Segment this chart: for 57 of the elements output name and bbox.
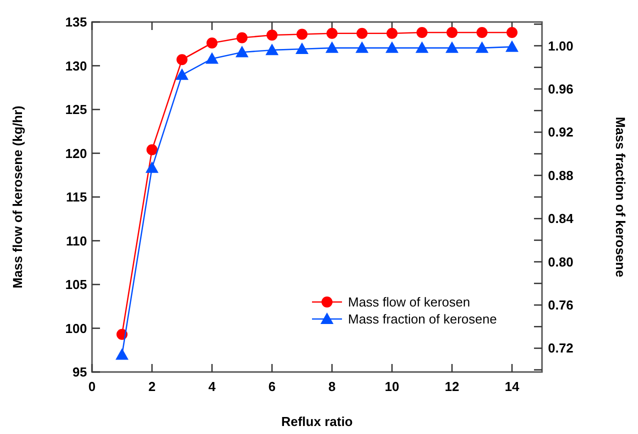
point	[446, 27, 458, 38]
x-tick-label: 2	[148, 379, 156, 394]
point	[356, 41, 368, 53]
point	[266, 30, 278, 41]
x-tick-label: 0	[88, 379, 96, 394]
point	[356, 28, 368, 39]
y-tick-label: 135	[65, 14, 87, 30]
point	[476, 41, 488, 53]
point	[326, 28, 338, 39]
point	[386, 41, 398, 53]
y2-tick-label: 0.76	[548, 298, 574, 313]
y2-tick-label: 0.88	[548, 168, 574, 183]
point	[236, 32, 248, 44]
point	[476, 27, 488, 38]
legend-label: Mass fraction of kerosene	[348, 312, 497, 326]
point	[176, 54, 188, 66]
y-tick-label: 130	[65, 58, 87, 74]
point	[206, 52, 218, 64]
y2-tick-label: 0.96	[548, 81, 574, 96]
point	[206, 38, 218, 48]
point	[506, 27, 518, 38]
y-tick-label: 95	[72, 364, 87, 380]
point	[446, 41, 458, 53]
point	[266, 44, 278, 56]
x-tick-label: 4	[208, 379, 216, 394]
y2-tick-label: 0.92	[548, 124, 574, 140]
x-tick-label: 14	[504, 379, 520, 394]
y-tick-label: 105	[65, 277, 87, 292]
point	[416, 41, 428, 53]
y-tick-label: 115	[66, 190, 87, 204]
x-tick-label: 8	[328, 379, 336, 394]
y2-tick-label: 0.72	[548, 340, 574, 356]
point	[326, 41, 338, 53]
y-tick-label: 100	[65, 320, 87, 336]
point	[416, 27, 428, 38]
y-tick-label: 125	[65, 102, 87, 117]
legend-label: Mass flow of kerosen	[348, 294, 470, 310]
point	[296, 42, 308, 54]
y-tick-label: 110	[66, 233, 87, 248]
point	[236, 46, 248, 58]
point	[506, 40, 518, 52]
y2-tick-label: 1.00	[548, 38, 574, 54]
y-tick-label: 120	[65, 146, 87, 161]
y2-tick-label: 0.80	[548, 254, 574, 270]
point	[146, 144, 158, 156]
x-axis-title: Reflux ratio	[281, 414, 353, 429]
point	[116, 348, 128, 360]
point	[146, 161, 158, 173]
point	[386, 28, 398, 39]
point	[296, 28, 308, 40]
x-tick-label: 10	[384, 379, 400, 394]
point	[176, 68, 188, 80]
x-tick-label: 12	[444, 379, 460, 394]
x-tick-label: 6	[268, 379, 276, 394]
y2-tick-label: 0.84	[548, 211, 574, 226]
y-axis-title: Mass flow of kerosene (kg/hr)	[10, 106, 25, 288]
y2-axis-title: Mass fraction of kerosene	[613, 116, 628, 278]
